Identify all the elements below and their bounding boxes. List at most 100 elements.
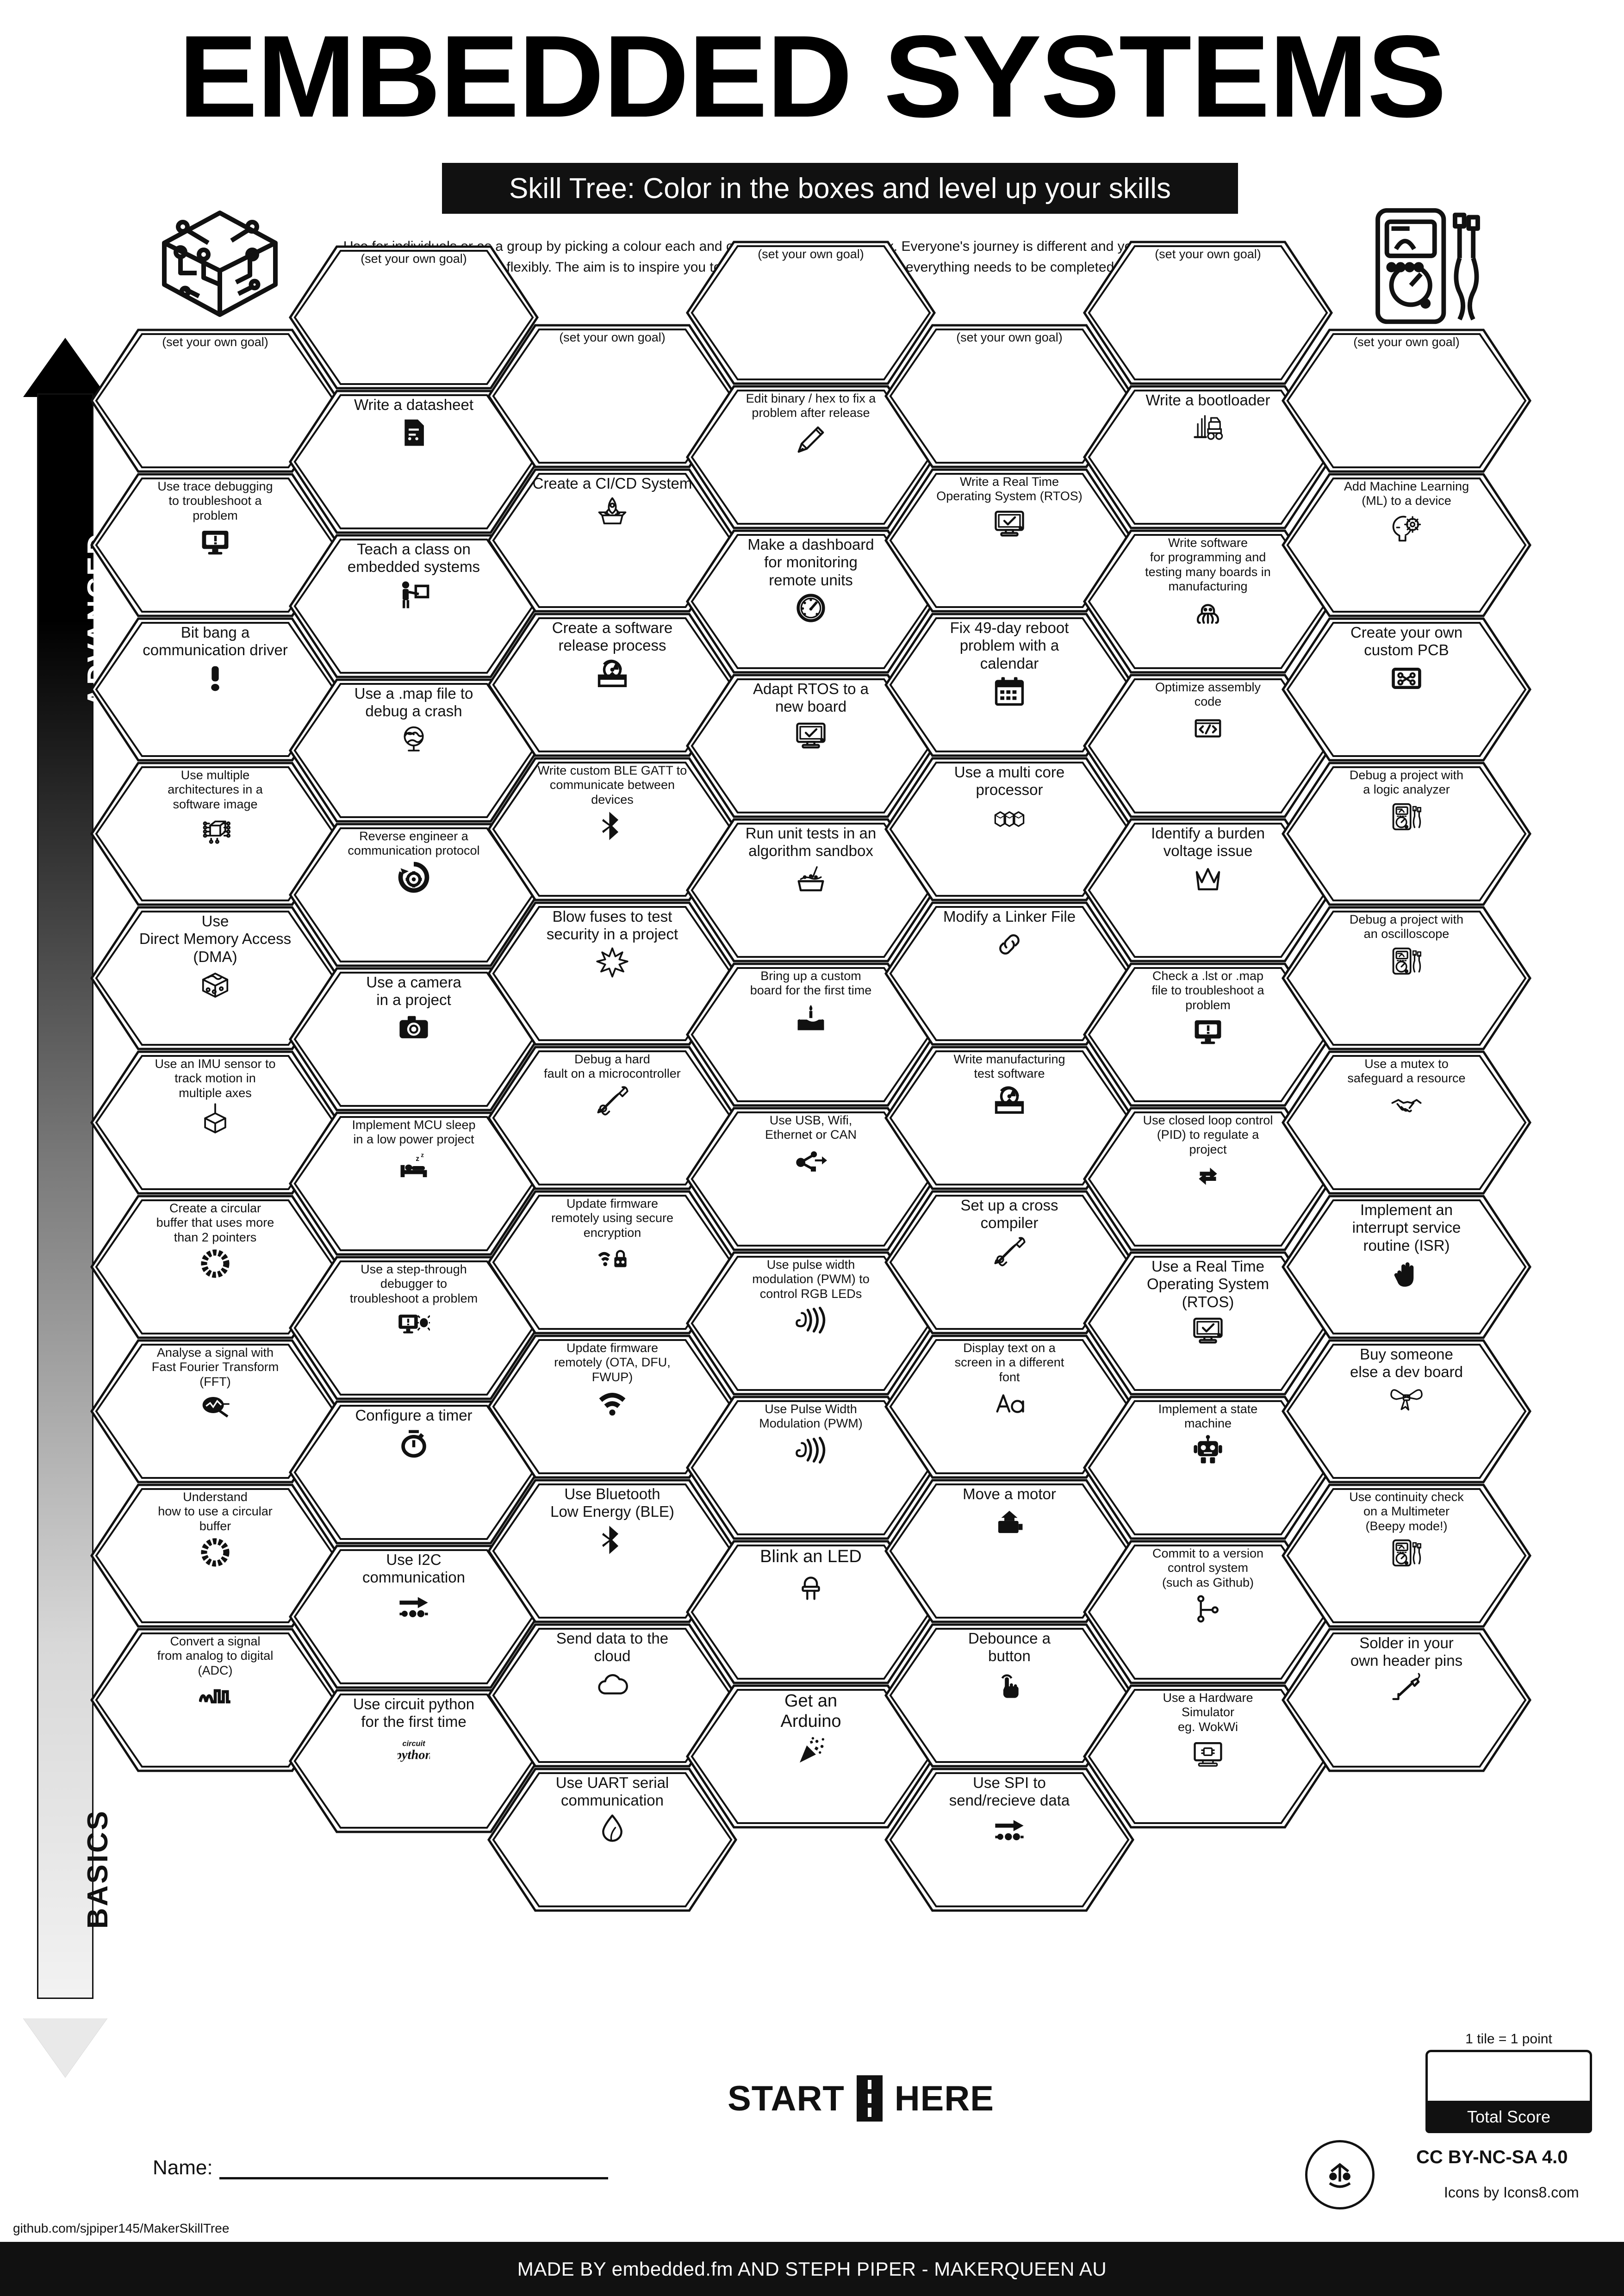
skill-tile-col1-1[interactable]: (set your own goal)	[90, 329, 340, 473]
skill-tile-col2-9[interactable]: Configure a timer	[289, 1400, 539, 1545]
skill-tile-col4-2[interactable]: Edit binary / hex to fix a problem after…	[686, 385, 936, 529]
skill-tile-label: (set your own goal)	[361, 252, 467, 266]
skill-tile-col6-8[interactable]: Use a Real Time Operating System (RTOS)	[1083, 1251, 1333, 1396]
skill-tile-col4-11[interactable]: Get an Arduino	[686, 1684, 936, 1829]
skill-tile-col3-6[interactable]: Debug a hard fault on a microcontroller	[487, 1046, 737, 1190]
name-field[interactable]: Name:	[153, 2156, 608, 2179]
skill-tile-label: Run unit tests in an algorithm sandbox	[745, 825, 877, 860]
skill-tile-col6-5[interactable]: Identify a burden voltage issue	[1083, 818, 1333, 962]
skill-tile-col7-8[interactable]: Buy someone else a dev board	[1282, 1339, 1531, 1483]
usb-icon	[795, 1145, 827, 1178]
skill-tile-col6-3[interactable]: Write software for programming and testi…	[1083, 529, 1333, 674]
skill-tile-col4-3[interactable]: Make a dashboard for monitoring remote u…	[686, 529, 936, 674]
skill-tile-col4-5[interactable]: Run unit tests in an algorithm sandbox	[686, 818, 936, 962]
skill-tile-col5-9[interactable]: Move a motor	[884, 1479, 1134, 1623]
skill-tile-col7-4[interactable]: Debug a project with a logic analyzer	[1282, 762, 1531, 906]
skill-tile-col2-3[interactable]: Teach a class on embedded systems	[289, 534, 539, 678]
skill-tile-col2-11[interactable]: Use circuit python for the first time ci…	[289, 1689, 539, 1833]
skill-tile-col2-7[interactable]: Implement MCU sleep in a low power proje…	[289, 1111, 539, 1256]
skill-tile-col6-10[interactable]: Commit to a version control system (such…	[1083, 1540, 1333, 1684]
skill-tile-col6-9[interactable]: Implement a state machine	[1083, 1396, 1333, 1540]
skill-tile-col1-3[interactable]: Bit bang a communication driver	[90, 617, 340, 762]
skill-tile-col7-1[interactable]: (set your own goal)	[1282, 329, 1531, 473]
skill-tile-col6-4[interactable]: Optimize assembly code	[1083, 674, 1333, 818]
skill-tile-col5-1[interactable]: (set your own goal)	[884, 324, 1134, 468]
skill-tile-col2-8[interactable]: Use a step-through debugger to troublesh…	[289, 1256, 539, 1400]
skill-tile-col2-6[interactable]: Use a camera in a project	[289, 967, 539, 1111]
skill-tile-col1-10[interactable]: Convert a signal from analog to digital …	[90, 1628, 340, 1772]
skill-tile-label: Write a datasheet	[354, 396, 474, 413]
skill-tile-col4-6[interactable]: Bring up a custom board for the first ti…	[686, 962, 936, 1107]
skill-tile-label: Edit binary / hex to fix a problem after…	[746, 391, 876, 420]
skill-tile-label: Commit to a version control system (such…	[1152, 1546, 1264, 1589]
skill-tile-col5-7[interactable]: Set up a cross compiler	[884, 1190, 1134, 1334]
skill-tile-col6-6[interactable]: Check a .lst or .map file to troubleshoo…	[1083, 962, 1333, 1107]
skill-tile-label: (set your own goal)	[162, 335, 268, 349]
skill-tile-col1-5[interactable]: Use Direct Memory Access (DMA)	[90, 906, 340, 1050]
skill-tile-col7-10[interactable]: Solder in your own header pins	[1282, 1628, 1531, 1772]
page-title: EMBEDDED SYSTEMS	[178, 12, 1446, 142]
skill-tile-col4-1[interactable]: (set your own goal)	[686, 241, 936, 385]
skill-tile-col7-2[interactable]: Add Machine Learning (ML) to a device	[1282, 473, 1531, 617]
skill-tile-col3-10[interactable]: Send data to the cloud	[487, 1623, 737, 1768]
skill-tile-col7-7[interactable]: Implement an interrupt service routine (…	[1282, 1195, 1531, 1339]
rocket-box-icon	[596, 495, 628, 527]
skill-tile-col4-9[interactable]: Use Pulse Width Modulation (PWM)	[686, 1396, 936, 1540]
skill-tile-col2-4[interactable]: Use a .map file to debug a crash	[289, 678, 539, 823]
skill-tile-label: Use USB, Wifi, Ethernet or CAN	[765, 1113, 857, 1142]
skill-tile-col7-3[interactable]: Create your own custom PCB	[1282, 617, 1531, 762]
skill-tile-col1-6[interactable]: Use an IMU sensor to track motion in mul…	[90, 1050, 340, 1195]
skill-tile-col2-1[interactable]: (set your own goal)	[289, 245, 539, 390]
bluetooth-icon	[596, 810, 628, 842]
name-input-rule[interactable]	[219, 2177, 608, 2179]
multimeter-icon	[1390, 1536, 1423, 1569]
skill-tile-col1-9[interactable]: Understand how to use a circular buffer	[90, 1483, 340, 1628]
cloud-icon	[596, 1668, 628, 1700]
skill-tile-label: Understand how to use a circular buffer	[158, 1490, 273, 1533]
skill-tile-col3-7[interactable]: Update firmware remotely using secure en…	[487, 1190, 737, 1334]
skill-tile-col3-8[interactable]: Update firmware remotely (OTA, DFU, FWUP…	[487, 1334, 737, 1479]
skill-tile-col3-4[interactable]: Write custom BLE GATT to communicate bet…	[487, 757, 737, 901]
skill-tile-col1-7[interactable]: Create a circular buffer that uses more …	[90, 1195, 340, 1339]
skill-tile-col6-7[interactable]: Use closed loop control (PID) to regulat…	[1083, 1107, 1333, 1251]
stopwatch-icon	[398, 1427, 430, 1459]
skill-tile-col5-4[interactable]: Use a multi core processor	[884, 757, 1134, 901]
skill-tile-col5-8[interactable]: Display text on a screen in a different …	[884, 1334, 1134, 1479]
skill-tile-col7-6[interactable]: Use a mutex to safeguard a resource	[1282, 1050, 1531, 1195]
skill-tile-col5-10[interactable]: Debounce a button	[884, 1623, 1134, 1768]
skill-tile-col3-11[interactable]: Use UART serial communication	[487, 1768, 737, 1912]
skill-tile-col3-2[interactable]: Create a CI/CD System	[487, 468, 737, 613]
skill-tile-col3-3[interactable]: Create a software release process	[487, 613, 737, 757]
skill-tile-col5-5[interactable]: Modify a Linker File	[884, 901, 1134, 1046]
skill-tile-col7-9[interactable]: Use continuity check on a Multimeter (Be…	[1282, 1483, 1531, 1628]
skill-tile-col4-8[interactable]: Use pulse width modulation (PWM) to cont…	[686, 1251, 936, 1396]
skill-tile-col5-6[interactable]: Write manufacturing test software	[884, 1046, 1134, 1190]
skill-tile-col6-2[interactable]: Write a bootloader	[1083, 385, 1333, 529]
skill-tile-col5-3[interactable]: Fix 49-day reboot problem with a calenda…	[884, 613, 1134, 757]
cubes-icon	[993, 802, 1026, 834]
skill-tile-col6-11[interactable]: Use a Hardware Simulator eg. WokWi	[1083, 1684, 1333, 1829]
skill-tile-col6-1[interactable]: (set your own goal)	[1083, 241, 1333, 385]
skill-tile-col3-9[interactable]: Use Bluetooth Low Energy (BLE)	[487, 1479, 737, 1623]
skill-tile-col4-4[interactable]: Adapt RTOS to a new board	[686, 674, 936, 818]
skill-tile-col3-1[interactable]: (set your own goal)	[487, 324, 737, 468]
sandbox-icon	[795, 863, 827, 895]
wifi-icon	[596, 1387, 628, 1420]
skill-tile-label: Write manufacturing test software	[953, 1052, 1065, 1081]
skill-tile-label: Implement MCU sleep in a low power proje…	[352, 1118, 476, 1147]
skill-tile-col1-8[interactable]: Analyse a signal with Fast Fourier Trans…	[90, 1339, 340, 1483]
github-link[interactable]: github.com/sjpiper145/MakerSkillTree	[13, 2221, 230, 2235]
skill-tile-col1-2[interactable]: Use trace debugging to troubleshoot a pr…	[90, 473, 340, 617]
skill-tile-col4-10[interactable]: Blink an LED	[686, 1540, 936, 1684]
skill-tile-col7-5[interactable]: Debug a project with an oscilloscope	[1282, 906, 1531, 1050]
skill-tile-col1-4[interactable]: Use multiple architectures in a software…	[90, 762, 340, 906]
skill-tile-label: Use trace debugging to troubleshoot a pr…	[157, 479, 273, 522]
skill-tile-col5-11[interactable]: Use SPI to send/recieve data	[884, 1768, 1134, 1912]
skill-tile-col3-5[interactable]: Blow fuses to test security in a project	[487, 901, 737, 1046]
teacher-icon	[398, 579, 430, 611]
skill-tile-col4-7[interactable]: Use USB, Wifi, Ethernet or CAN	[686, 1107, 936, 1251]
name-label: Name:	[153, 2156, 213, 2179]
skill-tile-col2-5[interactable]: Reverse engineer a communication protoco…	[289, 823, 539, 967]
footer-text: MADE BY embedded.fm AND STEPH PIPER - MA…	[517, 2258, 1107, 2280]
skill-tile-col5-2[interactable]: Write a Real Time Operating System (RTOS…	[884, 468, 1134, 613]
